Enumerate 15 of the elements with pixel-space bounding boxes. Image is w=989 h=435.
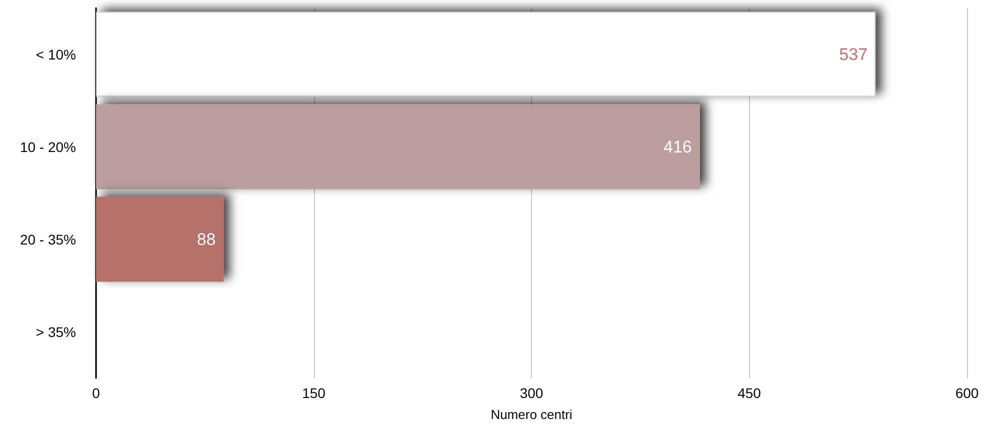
bar [96, 196, 224, 282]
x-tick-label: 150 [302, 385, 326, 401]
y-tick-label: 20 - 35% [20, 231, 76, 248]
y-tick-label: > 35% [36, 324, 76, 340]
y-tick-label: < 10% [36, 46, 76, 62]
data-label: 88 [196, 230, 216, 249]
x-axis-title: Numero centri [490, 407, 572, 422]
bar [96, 104, 700, 190]
data-label: 416 [664, 137, 692, 156]
x-tick-label: 600 [955, 385, 979, 401]
x-tick-label: 0 [92, 385, 100, 401]
x-tick-label: 450 [738, 385, 762, 401]
x-tick-label: 300 [520, 385, 544, 401]
y-tick-label: 10 - 20% [20, 138, 76, 155]
data-label: 537 [839, 44, 868, 64]
